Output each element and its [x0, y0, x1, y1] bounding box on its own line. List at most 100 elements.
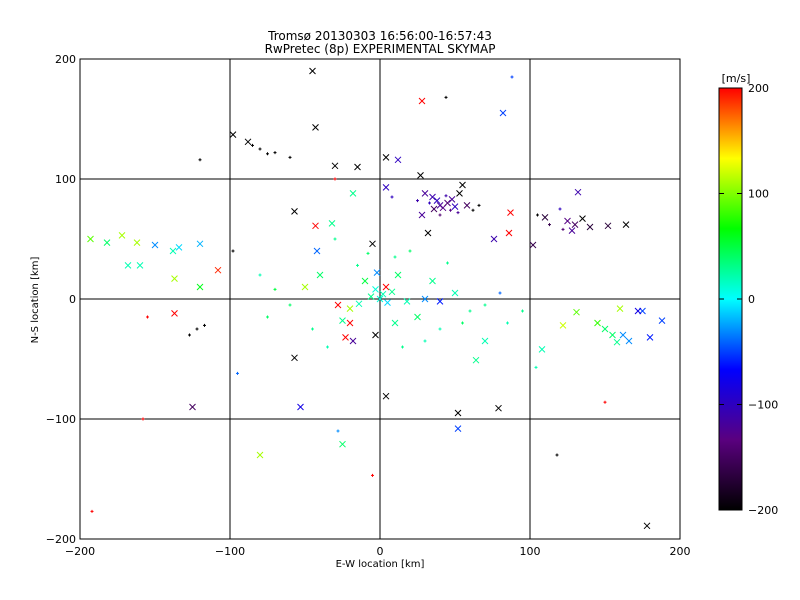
- data-point-x: [331, 162, 339, 170]
- data-point-x: [369, 240, 376, 248]
- data-point-plus: [416, 199, 419, 203]
- data-point-x: [429, 193, 436, 201]
- data-point-x: [312, 222, 319, 230]
- data-point-x: [643, 522, 651, 530]
- data-point-plus: [203, 323, 206, 327]
- data-point-x: [361, 277, 369, 285]
- x-tick-label: 0: [377, 545, 384, 558]
- data-point-plus: [423, 339, 427, 343]
- data-point-plus: [311, 327, 314, 331]
- data-point-x: [372, 286, 379, 293]
- data-point-x: [339, 440, 346, 448]
- plot-frame: [79, 58, 681, 540]
- chart-subtitle: RwPretec (8p) EXPERIMENTAL SKYMAP: [265, 42, 496, 56]
- data-point-plus: [258, 273, 262, 277]
- data-point-plus: [146, 315, 149, 319]
- data-point-x: [394, 271, 402, 279]
- data-point-x: [136, 262, 144, 269]
- data-point-x: [87, 235, 94, 243]
- data-point-x: [403, 298, 411, 305]
- data-point-x: [367, 293, 375, 300]
- data-point-x: [573, 308, 580, 316]
- data-point-plus: [477, 203, 481, 207]
- data-point-x: [444, 199, 451, 207]
- data-point-x: [490, 235, 498, 243]
- data-point-plus: [510, 75, 514, 79]
- data-point-x: [342, 334, 349, 341]
- data-point-x: [541, 214, 549, 221]
- data-point-x: [171, 310, 178, 317]
- data-point-plus: [258, 147, 262, 151]
- data-point-x: [421, 295, 429, 303]
- colorbar-tick-label: 0: [748, 293, 755, 306]
- data-point-x: [297, 403, 304, 411]
- data-point-x: [171, 275, 178, 282]
- data-point-x: [619, 331, 627, 339]
- data-point-plus: [333, 237, 337, 241]
- data-point-plus: [548, 223, 551, 227]
- data-point-plus: [333, 177, 337, 181]
- data-point-plus: [521, 309, 524, 313]
- data-point-plus: [251, 143, 254, 147]
- data-point-plus: [288, 303, 292, 307]
- data-point-plus: [90, 509, 94, 513]
- data-point-x: [601, 325, 609, 333]
- data-point-x: [355, 300, 363, 308]
- data-point-x: [505, 229, 513, 237]
- data-point-x: [609, 331, 616, 339]
- data-point-plus: [534, 365, 538, 369]
- data-point-x: [349, 190, 357, 197]
- data-point-x: [418, 211, 426, 219]
- data-point-x: [124, 262, 132, 269]
- y-axis-ticks: −200 −100 0 100 200: [46, 53, 76, 546]
- data-point-x: [373, 269, 381, 276]
- data-point-x: [339, 317, 346, 324]
- data-points: [87, 67, 666, 530]
- data-point-plus: [273, 287, 277, 291]
- data-point-plus: [428, 201, 431, 205]
- data-point-x: [559, 322, 567, 329]
- data-point-x: [391, 319, 399, 327]
- data-point-x: [613, 338, 621, 346]
- colorbar-tick-label: −200: [748, 504, 778, 517]
- x-tick-label: 200: [670, 545, 691, 558]
- data-point-plus: [266, 152, 269, 156]
- y-tick-label: 0: [69, 293, 76, 306]
- data-point-plus: [498, 291, 502, 295]
- data-point-plus: [438, 213, 442, 217]
- data-point-x: [309, 67, 316, 75]
- data-point-x: [388, 288, 396, 296]
- data-point-x: [382, 392, 390, 400]
- data-point-x: [421, 190, 429, 197]
- y-axis-label: N-S location [km]: [30, 257, 41, 344]
- data-point-plus: [603, 400, 607, 404]
- data-point-x: [454, 425, 462, 432]
- x-tick-label: 100: [520, 545, 541, 558]
- data-point-x: [586, 223, 594, 231]
- data-point-plus: [444, 95, 448, 99]
- data-point-plus: [438, 327, 442, 331]
- data-point-x: [481, 337, 489, 345]
- data-point-x: [118, 232, 126, 239]
- data-point-plus: [336, 429, 340, 433]
- y-tick-label: −100: [46, 413, 76, 426]
- data-point-x: [291, 354, 298, 362]
- data-point-x: [346, 319, 354, 327]
- data-point-plus: [371, 473, 374, 477]
- data-point-x: [376, 295, 384, 303]
- data-point-x: [291, 208, 298, 215]
- data-point-x: [538, 346, 546, 353]
- data-point-x: [316, 271, 324, 279]
- data-point-plus: [446, 261, 449, 265]
- data-point-x: [594, 319, 601, 327]
- x-axis-ticks: −200 −100 0 100 200: [65, 545, 691, 558]
- data-point-x: [564, 217, 571, 225]
- data-point-plus: [195, 327, 199, 331]
- data-point-x: [604, 222, 612, 230]
- data-point-plus: [288, 155, 292, 159]
- data-point-x: [568, 227, 576, 234]
- data-point-x: [382, 283, 390, 291]
- data-point-x: [301, 283, 309, 291]
- data-point-x: [394, 156, 402, 164]
